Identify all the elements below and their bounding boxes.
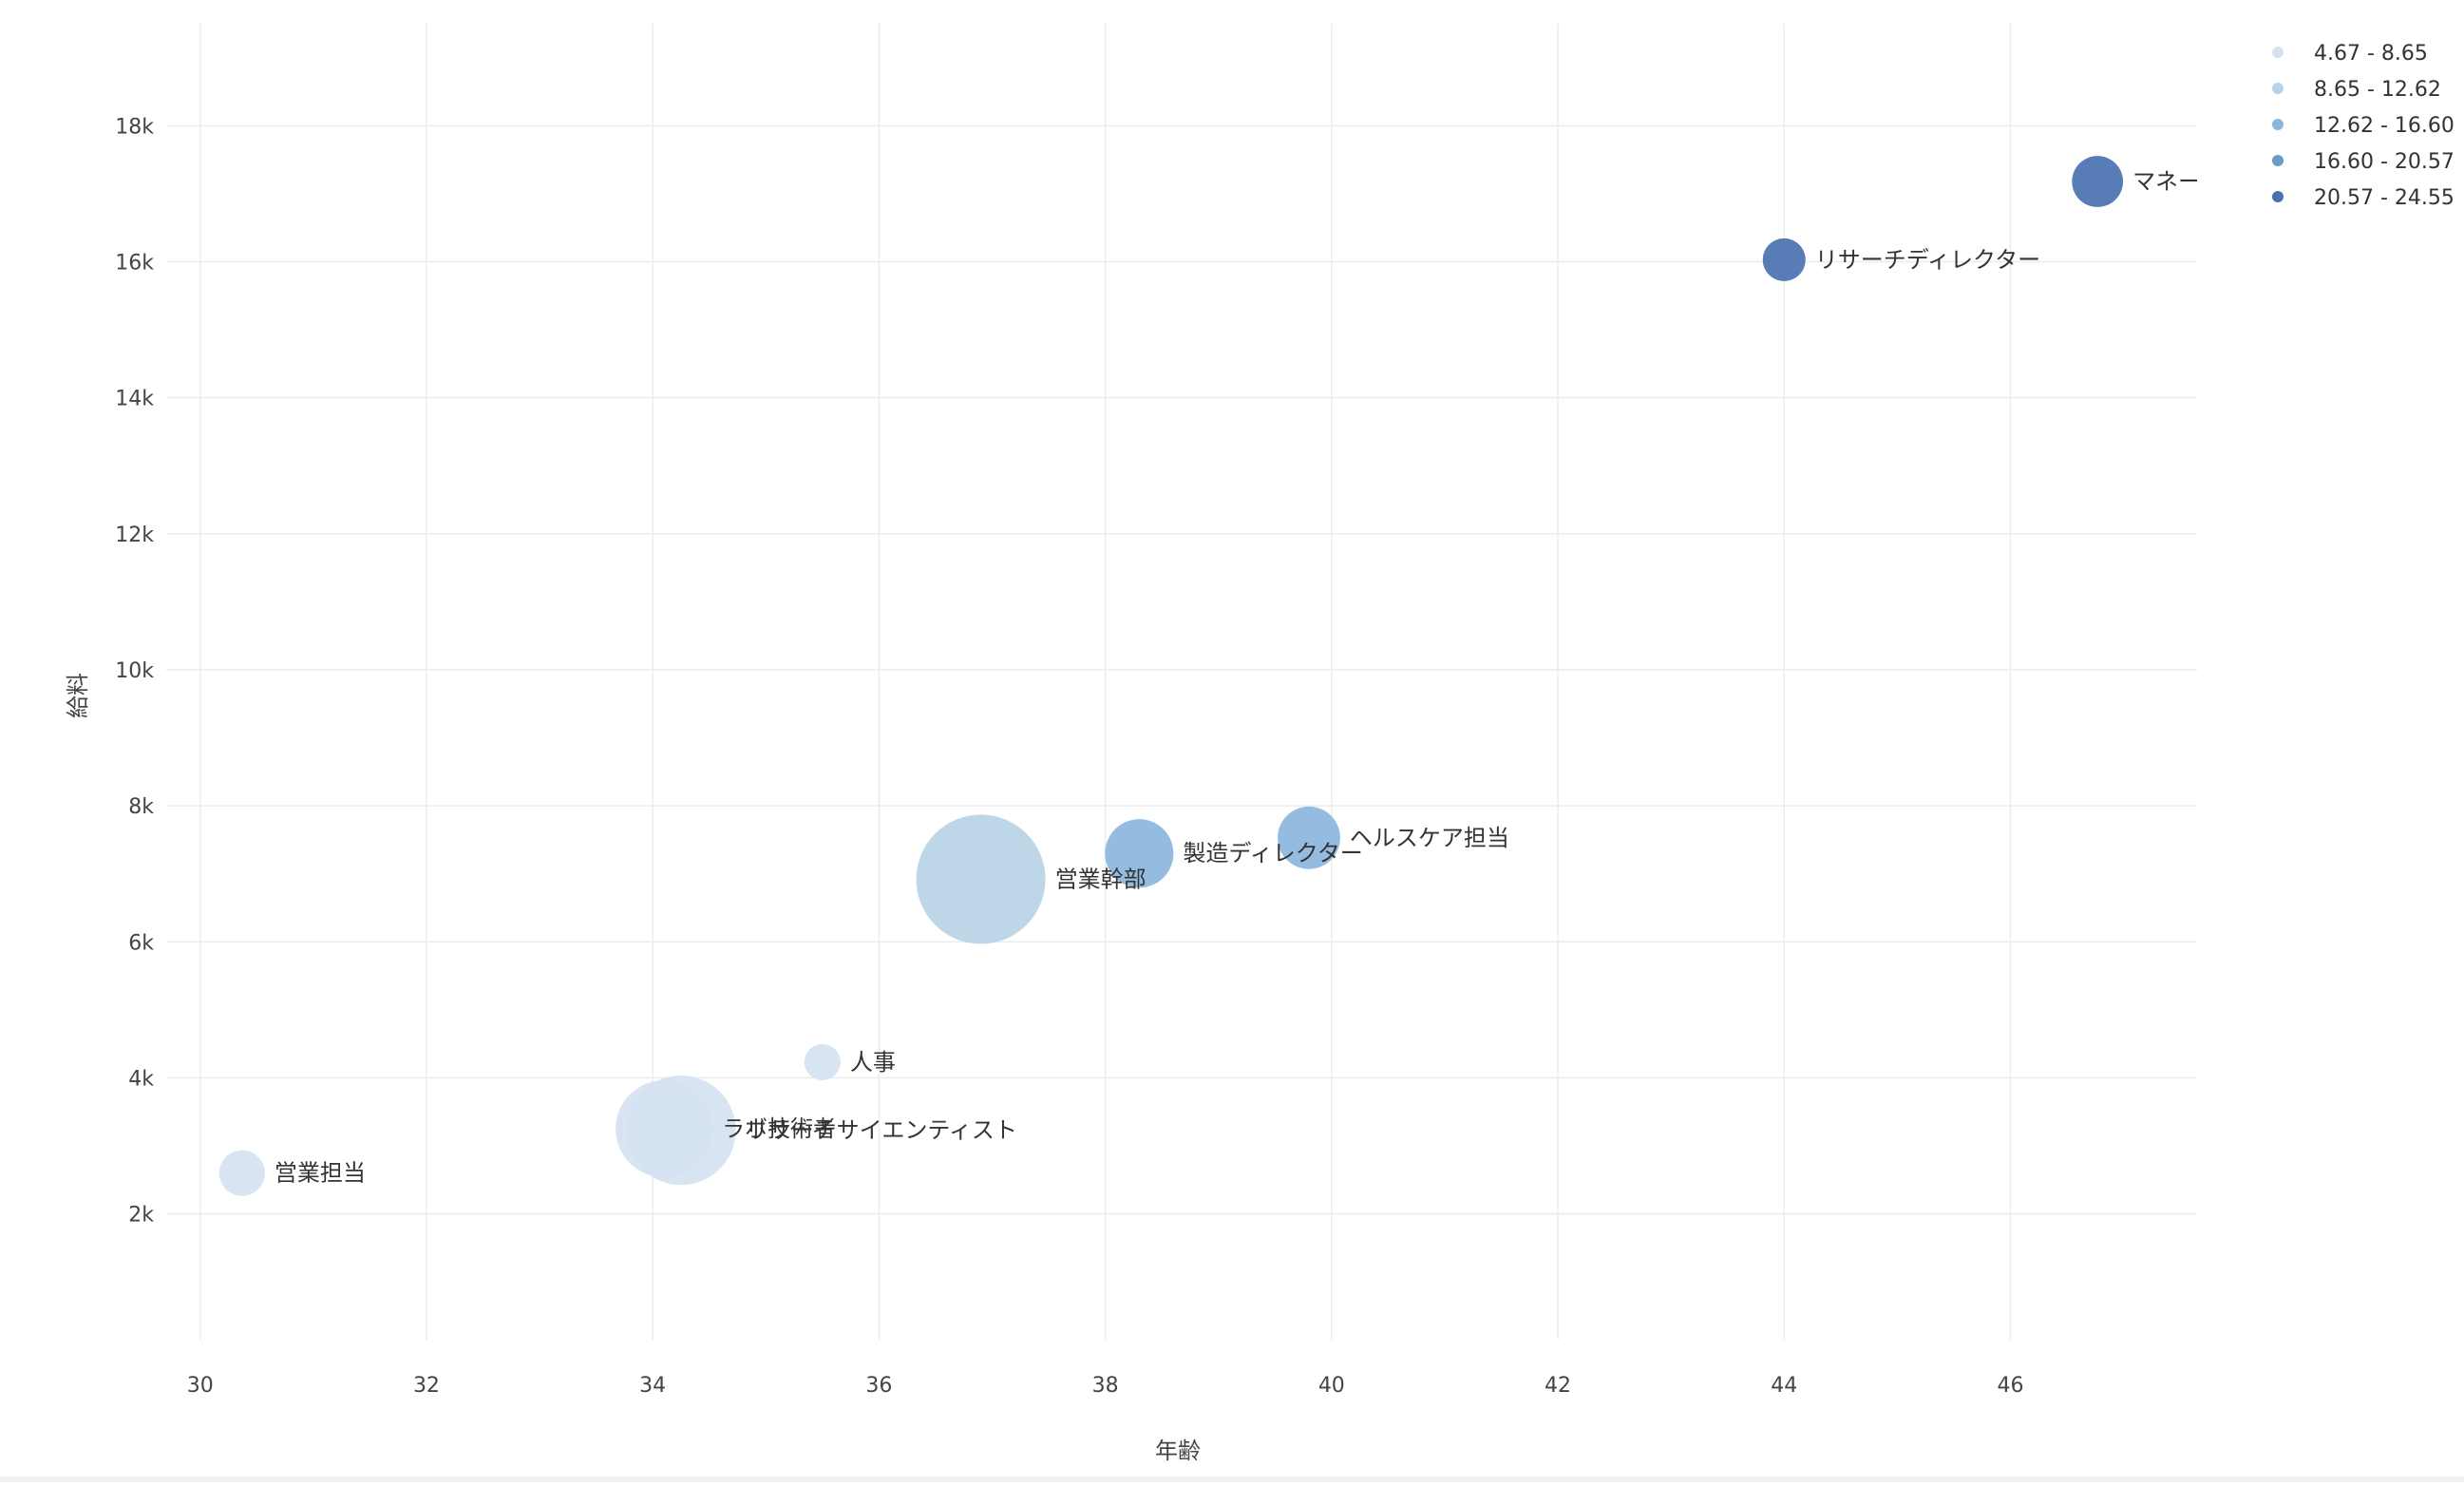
y-tick-label: 8k xyxy=(128,795,154,819)
x-tick-label: 38 xyxy=(1092,1374,1119,1398)
x-tick-label: 46 xyxy=(1997,1374,2023,1398)
y-tick-label: 12k xyxy=(115,524,154,547)
legend-marker xyxy=(2272,119,2284,130)
x-axis-ticks: 30 32 34 36 38 40 42 44 46 xyxy=(187,1374,2024,1398)
x-tick-label: 42 xyxy=(1545,1374,1571,1398)
legend-label: 4.67 - 8.65 xyxy=(2314,42,2428,66)
legend-label: 16.60 - 20.57 xyxy=(2314,150,2455,174)
y-tick-label: 16k xyxy=(115,252,154,276)
bubble-point xyxy=(916,814,1046,944)
bubble-label: マネージャー xyxy=(2132,168,2267,195)
legend-label: 8.65 - 12.62 xyxy=(2314,78,2441,102)
y-tick-label: 2k xyxy=(128,1204,154,1228)
y-tick-label: 14k xyxy=(115,388,154,411)
x-tick-label: 40 xyxy=(1318,1374,1345,1398)
bubble-point xyxy=(1278,806,1340,869)
legend-marker xyxy=(2272,155,2284,166)
legend-marker xyxy=(2272,83,2284,94)
bubble-label: リサーチディレクター xyxy=(1815,246,2040,273)
legend-label: 12.62 - 16.60 xyxy=(2314,114,2455,138)
y-tick-label: 6k xyxy=(128,931,154,955)
x-axis-title: 年齢 xyxy=(1155,1438,1201,1464)
bubble-label: 営業幹部 xyxy=(1055,866,1147,892)
legend-label: 20.57 - 24.55 xyxy=(2314,186,2455,210)
x-tick-label: 36 xyxy=(865,1374,892,1398)
y-tick-label: 10k xyxy=(115,659,154,683)
y-tick-label: 18k xyxy=(115,115,154,139)
legend-marker xyxy=(2272,191,2284,202)
bubble-point xyxy=(626,1075,736,1186)
bubble-point xyxy=(1762,238,1806,281)
bubble-point xyxy=(804,1043,841,1080)
legend-marker xyxy=(2272,47,2284,58)
legend: 4.67 - 8.65 8.65 - 12.62 12.62 - 16.60 16.6… xyxy=(2272,42,2455,210)
x-tick-label: 34 xyxy=(639,1374,666,1398)
x-tick-label: 44 xyxy=(1771,1374,1797,1398)
bubble-point xyxy=(1105,819,1174,888)
y-axis-title: 給料 xyxy=(65,673,91,718)
bubble-label: 営業担当 xyxy=(275,1160,366,1187)
bubble-label: ヘルスケア担当 xyxy=(1350,825,1509,851)
y-axis-ticks: 2k 4k 6k 8k 10k 12k 14k 16k 18k xyxy=(115,115,154,1227)
bottom-divider xyxy=(0,1476,2464,1482)
bubble-label: 人事 xyxy=(850,1049,896,1076)
x-tick-label: 32 xyxy=(413,1374,440,1398)
y-tick-label: 4k xyxy=(128,1067,154,1091)
gridlines xyxy=(166,24,2197,1340)
bubble-label: ラボ技術者 xyxy=(722,1115,836,1142)
bubbles xyxy=(218,156,2124,1196)
bubble-point xyxy=(218,1150,265,1196)
bubble-label: 製造ディレクター xyxy=(1183,840,1362,867)
bubble-point xyxy=(2072,156,2124,207)
bubble-label: リサーチサイエンティスト xyxy=(746,1117,1017,1144)
x-tick-label: 30 xyxy=(187,1374,214,1398)
